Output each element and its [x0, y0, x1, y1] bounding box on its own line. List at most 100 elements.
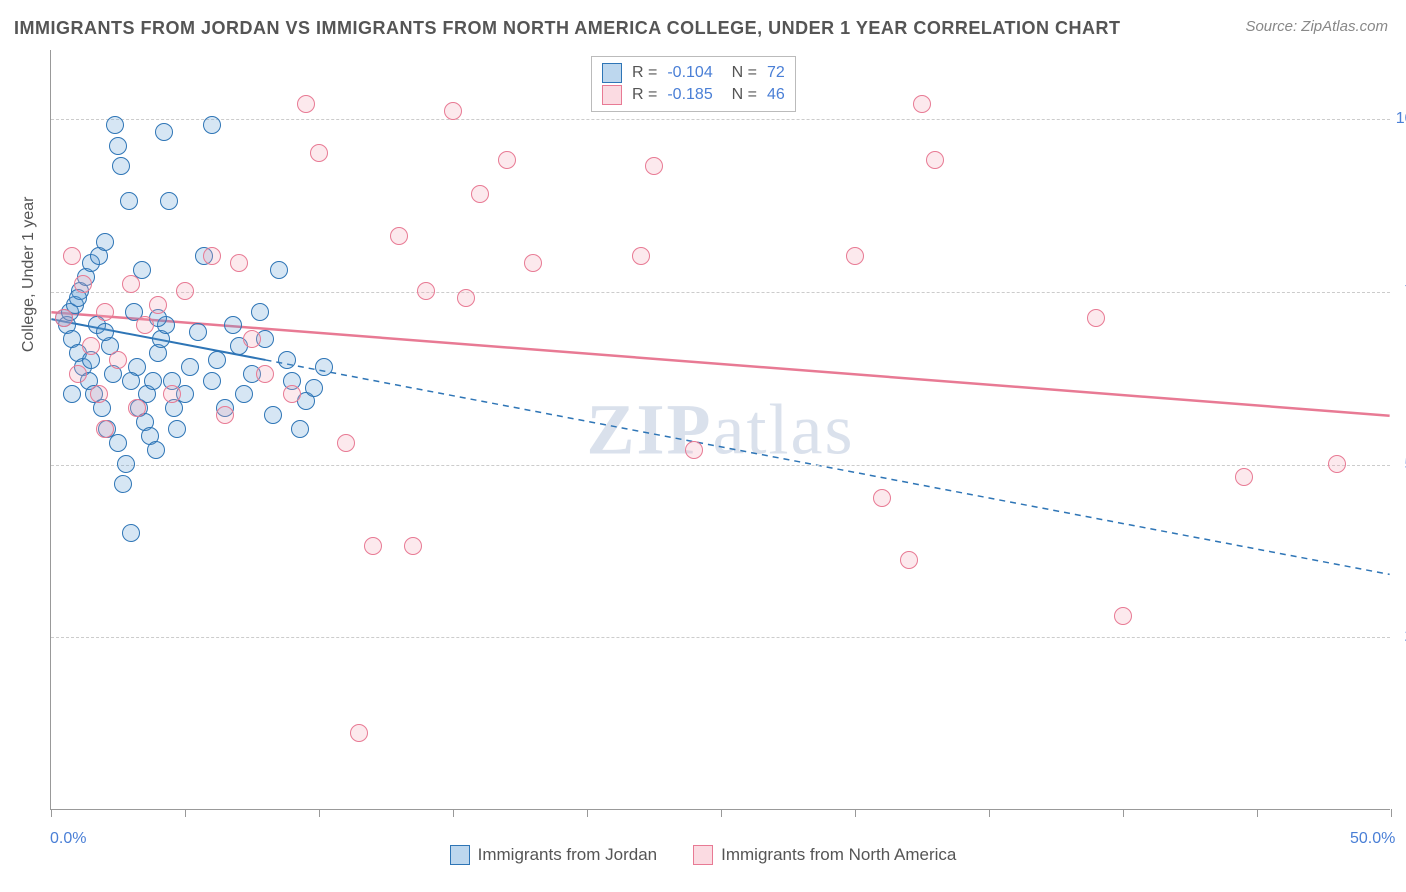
scatter-point	[189, 323, 207, 341]
scatter-point	[203, 247, 221, 265]
scatter-point	[96, 233, 114, 251]
scatter-point	[55, 309, 73, 327]
x-tick	[1391, 809, 1392, 817]
scatter-point	[144, 372, 162, 390]
x-tick	[721, 809, 722, 817]
scatter-point	[163, 385, 181, 403]
scatter-point	[315, 358, 333, 376]
scatter-point	[243, 330, 261, 348]
scatter-point	[109, 434, 127, 452]
corr-n-label: N =	[723, 86, 757, 104]
scatter-point	[900, 551, 918, 569]
y-tick-label: 100.0%	[1395, 110, 1406, 128]
scatter-point	[444, 102, 462, 120]
scatter-point	[122, 524, 140, 542]
legend-item: Immigrants from Jordan	[450, 845, 658, 865]
scatter-point	[230, 254, 248, 272]
x-tick	[185, 809, 186, 817]
scatter-point	[160, 192, 178, 210]
corr-n-label: N =	[723, 64, 757, 82]
scatter-point	[120, 192, 138, 210]
x-tick-label: 50.0%	[1350, 830, 1395, 848]
scatter-point	[117, 455, 135, 473]
scatter-point	[305, 379, 323, 397]
correlation-legend: R = -0.104 N = 72 R = -0.185 N = 46	[591, 56, 796, 112]
scatter-point	[256, 365, 274, 383]
scatter-point	[109, 351, 127, 369]
scatter-point	[270, 261, 288, 279]
x-tick	[989, 809, 990, 817]
scatter-point	[90, 385, 108, 403]
scatter-point	[417, 282, 435, 300]
scatter-point	[216, 406, 234, 424]
legend-item: Immigrants from North America	[693, 845, 956, 865]
y-tick-label: 25.0%	[1395, 628, 1406, 646]
y-tick-label: 75.0%	[1395, 283, 1406, 301]
scatter-point	[114, 475, 132, 493]
y-axis-label: College, Under 1 year	[20, 197, 38, 353]
scatter-point	[1235, 468, 1253, 486]
scatter-point	[297, 95, 315, 113]
scatter-point	[176, 282, 194, 300]
scatter-point	[203, 116, 221, 134]
scatter-point	[96, 303, 114, 321]
scatter-point	[524, 254, 542, 272]
scatter-point	[96, 323, 114, 341]
x-tick	[453, 809, 454, 817]
scatter-point	[112, 157, 130, 175]
scatter-point	[291, 420, 309, 438]
legend-swatch	[450, 845, 470, 865]
series-legend: Immigrants from Jordan Immigrants from No…	[0, 845, 1406, 870]
scatter-point	[685, 441, 703, 459]
scatter-point	[168, 420, 186, 438]
corr-legend-row: R = -0.185 N = 46	[602, 85, 785, 105]
watermark: ZIPatlas	[587, 388, 855, 471]
scatter-point	[208, 351, 226, 369]
scatter-point	[350, 724, 368, 742]
legend-swatch	[693, 845, 713, 865]
scatter-point	[846, 247, 864, 265]
scatter-point	[181, 358, 199, 376]
corr-n-value: 46	[767, 86, 785, 104]
watermark-light: atlas	[713, 389, 855, 469]
scatter-point	[63, 247, 81, 265]
chart-title: IMMIGRANTS FROM JORDAN VS IMMIGRANTS FRO…	[14, 18, 1121, 39]
scatter-point	[498, 151, 516, 169]
scatter-point	[278, 351, 296, 369]
corr-legend-row: R = -0.104 N = 72	[602, 63, 785, 83]
legend-swatch	[602, 85, 622, 105]
scatter-point	[74, 275, 92, 293]
scatter-point	[632, 247, 650, 265]
x-tick	[1123, 809, 1124, 817]
scatter-point	[471, 185, 489, 203]
scatter-point	[149, 296, 167, 314]
x-tick	[587, 809, 588, 817]
corr-r-value: -0.185	[667, 86, 712, 104]
scatter-point	[926, 151, 944, 169]
scatter-point	[283, 385, 301, 403]
scatter-point	[136, 316, 154, 334]
scatter-point	[873, 489, 891, 507]
scatter-point	[310, 144, 328, 162]
scatter-point	[203, 372, 221, 390]
scatter-point	[224, 316, 242, 334]
scatter-point	[390, 227, 408, 245]
gridline	[51, 465, 1390, 466]
scatter-point	[106, 116, 124, 134]
scatter-point	[69, 365, 87, 383]
scatter-point	[1087, 309, 1105, 327]
scatter-point	[63, 385, 81, 403]
scatter-point	[96, 420, 114, 438]
legend-swatch	[602, 63, 622, 83]
scatter-point	[122, 372, 140, 390]
corr-r-label: R =	[632, 86, 657, 104]
gridline	[51, 637, 1390, 638]
scatter-point	[264, 406, 282, 424]
scatter-point	[251, 303, 269, 321]
corr-n-value: 72	[767, 64, 785, 82]
x-tick	[1257, 809, 1258, 817]
x-tick	[51, 809, 52, 817]
y-tick-label: 50.0%	[1395, 456, 1406, 474]
trend-line-dashed	[265, 360, 1389, 574]
gridline	[51, 292, 1390, 293]
